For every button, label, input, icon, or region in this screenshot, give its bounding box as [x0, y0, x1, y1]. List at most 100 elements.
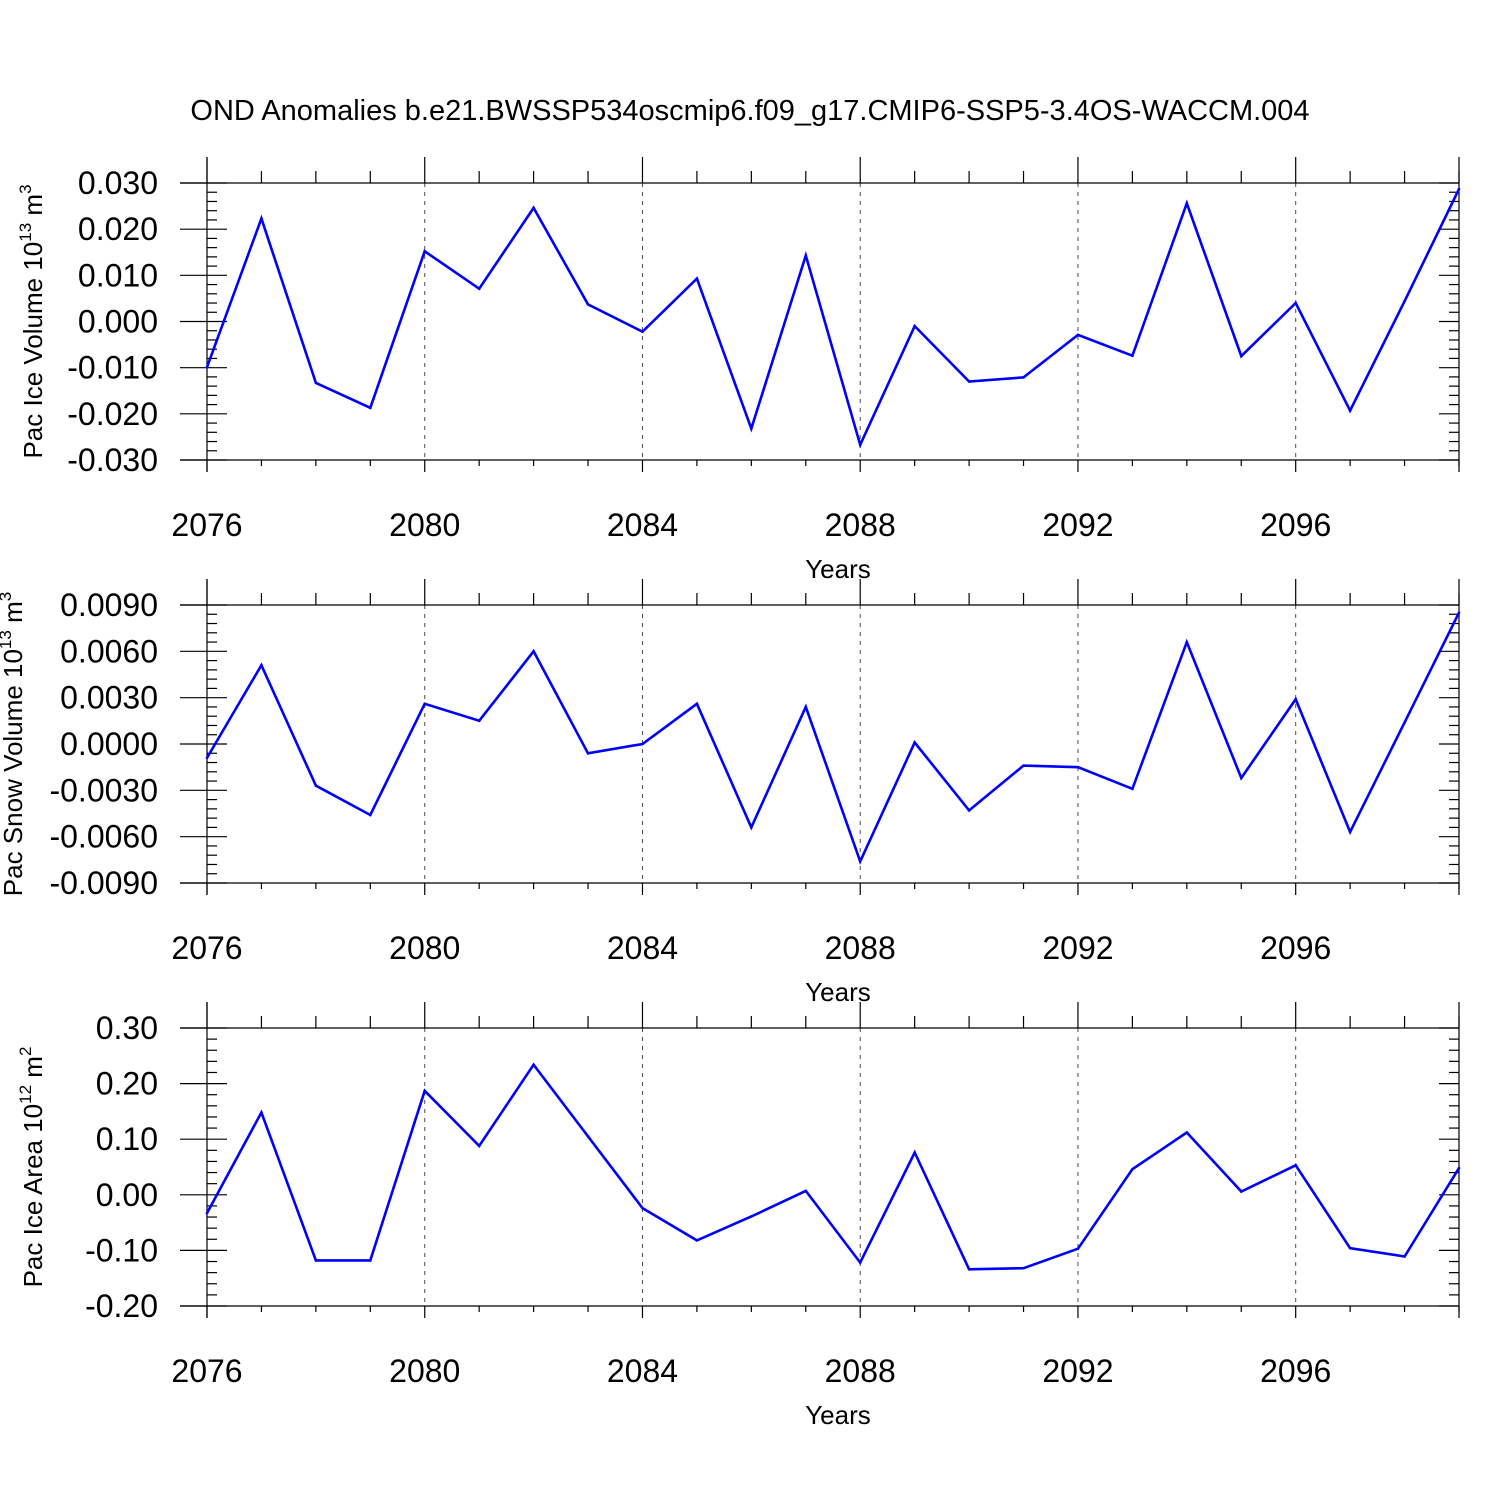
y-tick-label: -0.010	[67, 350, 158, 386]
data-point	[1022, 764, 1025, 767]
data-point	[586, 751, 590, 755]
data-point	[1131, 354, 1134, 357]
y-tick-label: -0.20	[85, 1288, 158, 1324]
data-point	[1239, 1190, 1243, 1193]
data-point	[205, 756, 209, 760]
data-point	[641, 330, 644, 333]
data-point	[1022, 376, 1025, 379]
data-point	[641, 742, 644, 746]
y-tick-label: 0.0060	[60, 633, 158, 669]
y-axis-title: Pac Ice Area 1012 m2	[16, 1047, 48, 1288]
x-tick-label: 2080	[389, 507, 460, 543]
data-point	[1294, 697, 1297, 701]
y-axis-title-unit: m	[18, 1056, 48, 1085]
data-point	[477, 1144, 481, 1148]
y-tick-label: -0.030	[67, 442, 158, 478]
panel-ice-volume: 2076 2080 2084 2088 2092 2096 -0.030 -0.020 -0.0…	[16, 157, 1461, 584]
x-tick-label: 2084	[607, 507, 678, 543]
y-tick-label: -0.0030	[49, 772, 158, 808]
data-point	[967, 380, 971, 383]
y-axis-title-text: Pac Snow Volume 10	[0, 649, 28, 896]
data-point	[314, 784, 318, 787]
x-tick-label: 2080	[389, 930, 460, 966]
x-tick-label: 2080	[389, 1353, 460, 1389]
data-point	[1131, 787, 1134, 791]
y-tick-label: -0.0060	[49, 819, 158, 855]
x-tick-label: 2092	[1042, 1353, 1113, 1389]
data-point	[423, 1089, 427, 1093]
data-point	[695, 277, 699, 280]
x-tick-label: 2096	[1260, 507, 1331, 543]
series-line	[205, 1062, 1461, 1271]
data-point	[1403, 299, 1406, 303]
data-point	[1185, 202, 1189, 205]
y-tick-label: 0.010	[78, 257, 158, 293]
data-point	[967, 1268, 971, 1271]
y-tick-label: 0.20	[96, 1066, 158, 1102]
y-tick-label: 0.020	[78, 211, 158, 247]
y-axis-title-exponent: 13	[16, 223, 35, 242]
y-axis-title-unit: m	[0, 601, 28, 630]
data-point	[260, 1111, 263, 1114]
y-tick-label: 0.0090	[60, 587, 158, 623]
x-tick-label: 2076	[171, 507, 242, 543]
data-point	[532, 650, 535, 653]
panel-ice-area: 2076 2080 2084 2088 2092 2096 -0.20 -0.10 0.00 0.…	[16, 1002, 1461, 1430]
data-point	[804, 254, 808, 257]
y-axis-title-unit-exponent: 2	[16, 1047, 35, 1056]
series-line	[205, 188, 1461, 449]
y-tick-label: -0.0090	[49, 865, 158, 901]
y-axis-title: Pac Ice Volume 1013 m3	[16, 184, 48, 458]
data-point	[695, 702, 699, 706]
data-point	[858, 1261, 862, 1264]
data-point	[477, 719, 481, 723]
y-tick-label: 0.00	[96, 1177, 158, 1213]
data-point	[1403, 721, 1406, 724]
data-point	[586, 303, 590, 306]
data-point	[1348, 409, 1352, 412]
data-point	[1457, 1166, 1461, 1170]
series-line	[205, 612, 1461, 865]
data-point	[641, 1206, 644, 1210]
data-point	[858, 443, 862, 447]
x-axis-title: Years	[805, 554, 871, 584]
y-tick-label: 0.30	[96, 1010, 158, 1046]
data-point	[1022, 1266, 1025, 1270]
data-point	[423, 702, 427, 706]
figure-title: OND Anomalies b.e21.BWSSP534oscmip6.f09_…	[190, 95, 1309, 127]
y-tick-label: 0.0030	[60, 680, 158, 716]
x-axis-title: Years	[805, 977, 871, 1007]
x-tick-label: 2092	[1042, 507, 1113, 543]
data-point	[1348, 830, 1352, 834]
y-axis-title-exponent: 13	[0, 630, 15, 649]
data-point	[260, 663, 263, 667]
data-point	[586, 1135, 590, 1138]
data-point	[314, 1259, 318, 1262]
data-point	[1185, 1131, 1189, 1134]
data-point	[913, 741, 916, 744]
x-tick-label: 2096	[1260, 1353, 1331, 1389]
data-point	[804, 1189, 808, 1193]
data-point	[1076, 333, 1080, 337]
panel-snow-volume: 2076 2080 2084 2088 2092 2096 -0.0090 -0.0060 -0…	[0, 579, 1461, 1007]
x-tick-label: 2096	[1260, 930, 1331, 966]
y-axis-title-unit: m	[18, 194, 48, 223]
data-point	[750, 1215, 753, 1218]
x-tick-label: 2084	[607, 1353, 678, 1389]
data-point	[858, 860, 862, 863]
data-point	[750, 826, 753, 829]
data-point	[1131, 1167, 1134, 1171]
data-point	[1457, 187, 1461, 191]
y-axis-title-text: Pac Ice Volume 10	[18, 242, 48, 459]
data-point	[1294, 1164, 1297, 1167]
data-point	[804, 705, 808, 709]
data-point	[423, 250, 427, 253]
x-tick-label: 2088	[825, 930, 896, 966]
y-axis-title-unit-exponent: 3	[0, 592, 15, 601]
data-point	[369, 1259, 372, 1262]
y-tick-label: 0.000	[78, 304, 158, 340]
data-point	[1076, 765, 1080, 769]
y-tick-label: 0.0000	[60, 726, 158, 762]
data-point	[532, 206, 535, 210]
data-point	[1294, 301, 1297, 305]
